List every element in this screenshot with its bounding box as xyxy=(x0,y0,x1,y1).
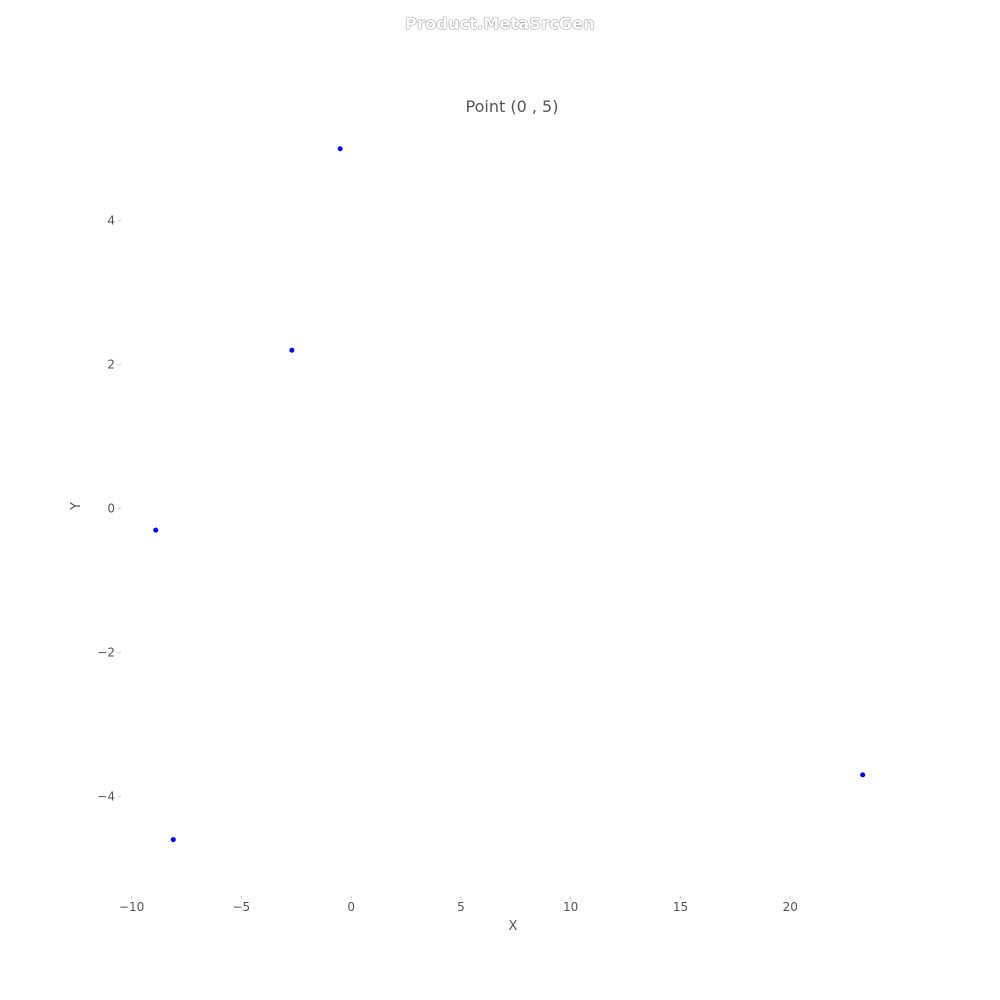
data-point xyxy=(860,772,866,778)
y-axis-ticks: −4 −2 0 2 4 xyxy=(97,214,121,803)
y-tick-label: 4 xyxy=(107,214,115,228)
x-tick-label: 5 xyxy=(457,900,465,914)
data-points xyxy=(153,146,866,843)
x-tick-label: −5 xyxy=(233,900,251,914)
data-point xyxy=(289,347,295,353)
data-point xyxy=(170,837,176,843)
x-tick-label: 20 xyxy=(783,900,798,914)
plot-title: Point (0 , 5) xyxy=(466,97,559,116)
y-tick-label: 2 xyxy=(107,358,115,372)
x-axis-ticks: −10 −5 0 5 10 15 20 xyxy=(119,896,798,914)
y-tick-label: −2 xyxy=(97,646,115,660)
x-tick-label: 0 xyxy=(347,900,355,914)
x-tick-label: −10 xyxy=(119,900,144,914)
y-tick-label: −4 xyxy=(97,789,115,803)
figure-header: Product.MetaSrcGen xyxy=(405,14,595,33)
x-tick-label: 15 xyxy=(673,900,688,914)
x-axis-label: X xyxy=(509,919,518,934)
y-tick-label: 0 xyxy=(107,502,115,516)
y-axis-label: Y xyxy=(69,502,84,511)
data-point xyxy=(337,146,343,152)
data-point xyxy=(153,527,159,533)
x-tick-label: 10 xyxy=(563,900,578,914)
